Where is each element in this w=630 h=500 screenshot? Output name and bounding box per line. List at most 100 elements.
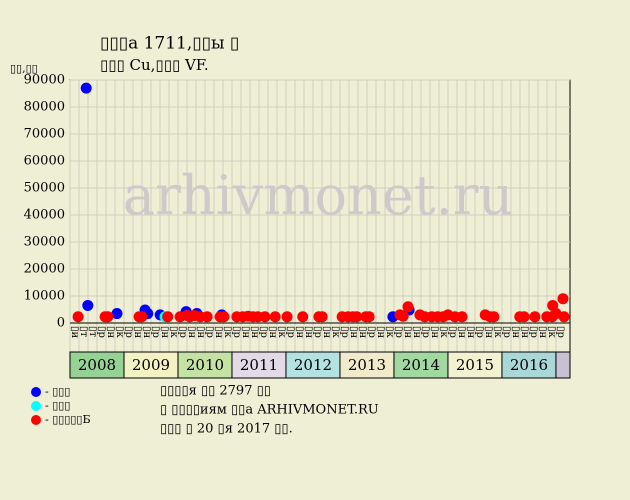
point <box>162 311 174 323</box>
year-band <box>177 351 233 379</box>
month-label: ▯к <box>492 326 503 339</box>
point <box>111 308 123 320</box>
month-label: ▯к <box>384 326 395 339</box>
month-label: ▯н <box>357 326 368 339</box>
month-label: ▯р <box>366 326 377 338</box>
year-label: 2010 <box>186 356 224 374</box>
legend-label: - ▯▯▯▯▯Б <box>45 413 91 426</box>
month-label: ▯н <box>519 326 530 339</box>
y-tick-label: 90000 <box>24 73 65 88</box>
month-label: ▯р <box>339 326 350 338</box>
month-label: ▯н <box>483 326 494 339</box>
legend-label: - ▯▯▯ <box>45 385 70 398</box>
point <box>297 311 309 323</box>
month-label: ▯р <box>204 326 215 338</box>
point <box>269 311 281 323</box>
month-label: ▯н <box>132 326 143 339</box>
note: ▯▯▯▯я ▯▯ 2797 ▯▯ <box>160 384 271 399</box>
month-label: ▯р <box>528 326 539 338</box>
y-tick-label: 20000 <box>24 262 65 277</box>
year-label: 2016 <box>510 356 548 374</box>
chart-title: ▯▯▯а 1711,▯▯ы ▯ <box>100 34 239 54</box>
month-label: ▯н <box>537 326 548 339</box>
point <box>488 311 500 323</box>
month-label: ▯к <box>438 326 449 339</box>
month-label: ▯р <box>96 326 107 338</box>
month-label: ▯н <box>141 326 152 339</box>
month-label: ▯н <box>465 326 476 339</box>
point <box>558 311 570 323</box>
month-label: ▯н <box>105 326 116 339</box>
month-label: ▯р <box>501 326 512 338</box>
month-label: ▯н <box>429 326 440 339</box>
month-label: ▯н <box>321 326 332 339</box>
point <box>218 311 230 323</box>
year-label: 2009 <box>132 356 170 374</box>
month-label: ▯р <box>312 326 323 338</box>
year-band <box>123 351 179 379</box>
year-band <box>501 351 557 379</box>
point <box>82 299 94 311</box>
month-label: ▯н <box>159 326 170 339</box>
month-label: ▯к <box>276 326 287 339</box>
month-label: ▯н <box>348 326 359 339</box>
month-label: ▯р <box>447 326 458 338</box>
year-label: 2013 <box>348 356 386 374</box>
month-label: ▯н <box>240 326 251 339</box>
month-label: ▯н <box>249 326 260 339</box>
point <box>397 310 409 322</box>
watermark: arhivmonet.ru <box>123 164 513 227</box>
month-label: ▯р <box>285 326 296 338</box>
month-label: ▯н <box>267 326 278 339</box>
year-band <box>339 351 395 379</box>
point <box>102 311 114 323</box>
month-label: ▯н <box>186 326 197 339</box>
month-label: ▯р <box>555 326 566 338</box>
month-label: ▯р <box>123 326 134 338</box>
month-label: ▯к <box>222 326 233 339</box>
y-tick-label: 50000 <box>24 181 65 196</box>
month-label: ▯к <box>168 326 179 339</box>
y-tick-label: 40000 <box>24 208 65 223</box>
legend-marker <box>31 415 41 425</box>
point <box>402 301 414 313</box>
month-label: ▯н <box>213 326 224 339</box>
point <box>351 311 363 323</box>
point <box>72 311 84 323</box>
month-label: ▯н <box>195 326 206 339</box>
note: ▯ ▯▯▯▯иям ▯▯а ARHIVMONET.RU <box>160 403 379 418</box>
point <box>363 311 375 323</box>
point <box>529 311 541 323</box>
year-band <box>447 351 503 379</box>
point <box>201 311 213 323</box>
point <box>281 311 293 323</box>
point <box>518 311 530 323</box>
point <box>456 311 468 323</box>
month-label: ▯н <box>456 326 467 339</box>
month-label: ▯н <box>375 326 386 339</box>
point <box>557 293 569 305</box>
month-label: ▯к <box>114 326 125 339</box>
y-tick-label: 60000 <box>24 154 65 169</box>
month-label: ▯р <box>150 326 161 338</box>
month-label: ▯р <box>258 326 269 338</box>
year-band-rest <box>555 351 571 379</box>
month-label: ▯р <box>393 326 404 338</box>
year-label: 2012 <box>294 356 332 374</box>
y-axis-label: ▯▯,▯▯ <box>10 62 38 75</box>
point <box>316 311 328 323</box>
year-label: 2014 <box>402 356 440 374</box>
month-label: ▯н <box>294 326 305 339</box>
legend-marker <box>31 401 41 411</box>
month-label: ▯н <box>510 326 521 339</box>
year-label: 2008 <box>78 356 116 374</box>
year-label: 2015 <box>456 356 494 374</box>
year-band <box>69 351 125 379</box>
month-label: ▯к <box>330 326 341 339</box>
month-label: ▯т <box>78 326 89 338</box>
y-tick-label: 70000 <box>24 127 65 142</box>
month-label: ▯н <box>303 326 314 339</box>
note: ▯▯▯ ▯ 20 ▯я 2017 ▯▯. <box>160 422 293 437</box>
chart-subtitle: ▯▯▯ Cu,▯▯▯ VF. <box>100 56 209 74</box>
